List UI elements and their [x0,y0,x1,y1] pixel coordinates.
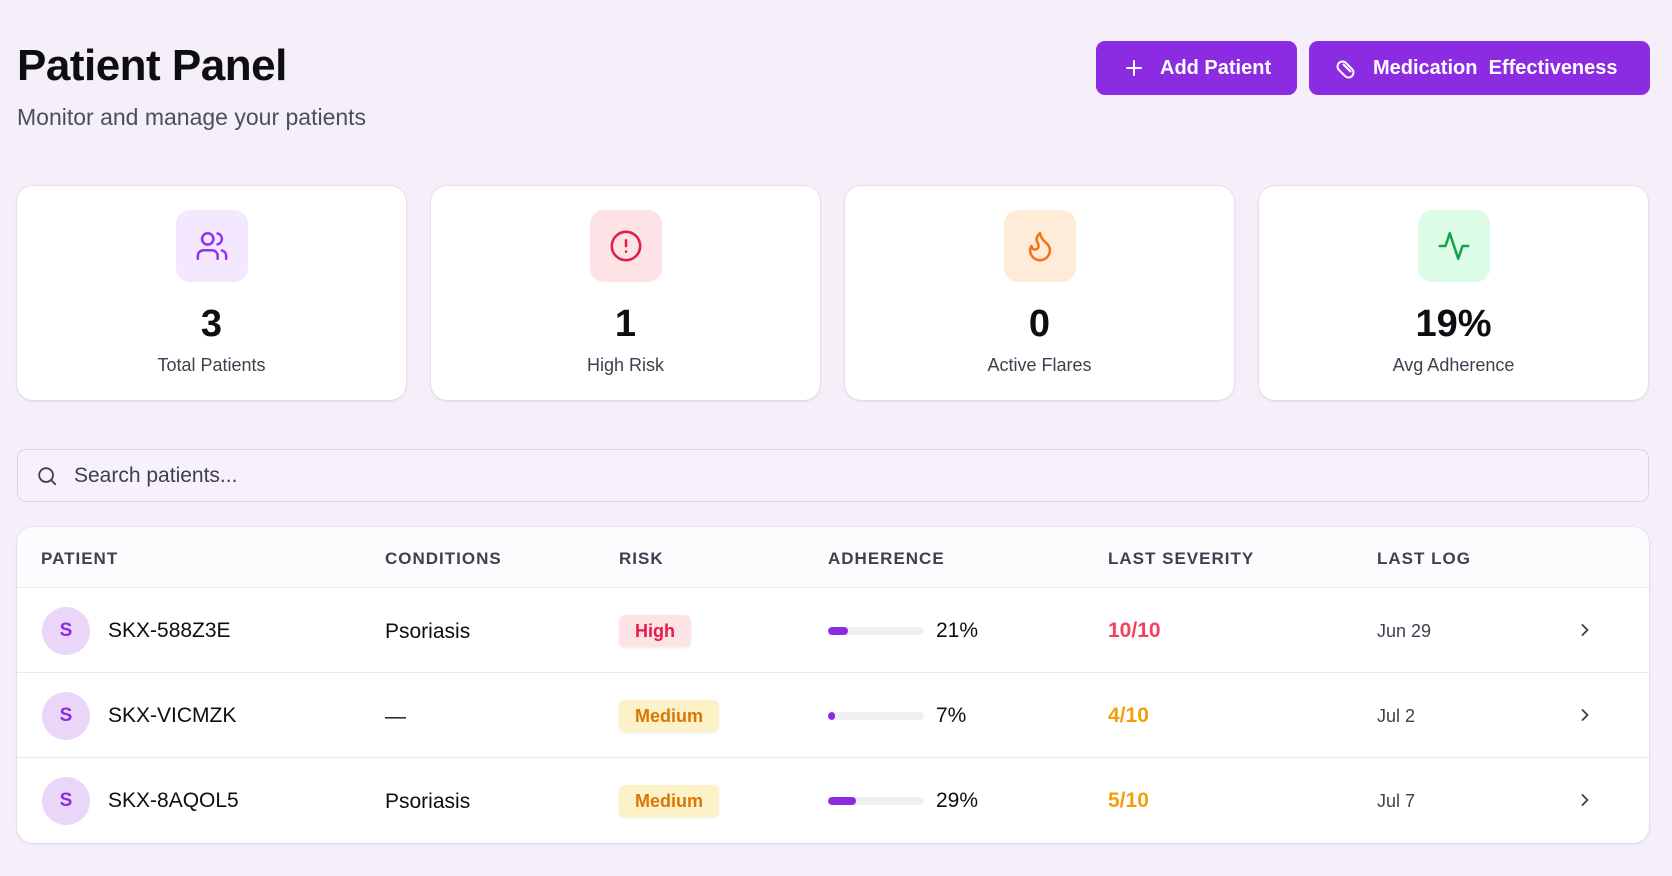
table-row[interactable]: S SKX-588Z3E Psoriasis High 21% 10/10 Ju… [17,588,1649,673]
stat-card-total-patients: 3 Total Patients [17,186,406,400]
search-bar [17,449,1649,502]
adherence-percent: 21% [936,619,979,642]
adherence-bar [828,712,924,720]
risk-badge: Medium [619,700,720,732]
patient-id: SKX-588Z3E [108,619,231,642]
activity-icon [1417,210,1490,282]
adherence-bar [828,797,924,805]
adherence-bar-fill [828,712,835,720]
chevron-right-icon[interactable] [1575,790,1595,810]
table-row[interactable]: S SKX-VICMZK — Medium 7% 4/10 Jul 2 [17,673,1649,758]
patient-condition: Psoriasis [385,790,471,813]
stat-label: Total Patients [157,355,266,375]
stats-row: 3 Total Patients 1 High Risk 0 Active Fl… [17,186,1648,400]
patients-table: PATIENT CONDITIONS RISK ADHERENCE LAST S… [17,527,1649,843]
stat-value: 0 [1028,303,1051,345]
avatar: S [42,777,90,825]
stat-value: 1 [614,303,637,345]
last-log-date: Jun 29 [1377,621,1432,641]
column-header-risk: RISK [619,549,664,568]
last-severity: 4/10 [1108,704,1149,727]
chevron-right-icon[interactable] [1575,705,1595,725]
column-header-last-severity: LAST SEVERITY [1108,549,1255,568]
last-severity: 5/10 [1108,789,1149,812]
chevron-right-icon[interactable] [1575,620,1595,640]
last-log-date: Jul 2 [1377,706,1416,726]
adherence-percent: 7% [936,704,967,727]
patient-id: SKX-8AQOL5 [108,789,239,812]
column-header-patient: PATIENT [41,549,119,568]
page-subtitle: Monitor and manage your patients [17,104,367,130]
stat-label: High Risk [586,355,665,375]
adherence-percent: 29% [936,789,979,812]
stat-card-active-flares: 0 Active Flares [845,186,1234,400]
stat-label: Avg Adherence [1392,355,1515,375]
stat-label: Active Flares [987,355,1092,375]
stat-card-avg-adherence: 19% Avg Adherence [1259,186,1648,400]
avatar: S [42,692,90,740]
page-header: Patient Panel Monitor and manage your pa… [17,40,366,131]
flame-icon [1003,210,1076,282]
avatar: S [42,607,90,655]
alert-circle-icon [589,210,662,282]
patient-condition: — [385,705,406,728]
add-patient-button[interactable]: Add Patient [1096,41,1297,95]
header-actions: Add Patient Medication Effectiveness [1096,41,1650,95]
search-input[interactable] [74,463,1574,488]
patient-id: SKX-VICMZK [108,704,237,727]
stat-value: 19% [1415,303,1492,345]
stat-value: 3 [200,303,223,345]
adherence-bar-fill [828,797,856,805]
adherence-bar-fill [828,627,849,635]
patient-condition: Psoriasis [385,620,471,643]
risk-badge: High [619,615,691,647]
plus-icon [1122,56,1146,80]
table-header: PATIENT CONDITIONS RISK ADHERENCE LAST S… [17,527,1649,588]
pill-icon [1335,56,1359,80]
page-title: Patient Panel [17,41,287,90]
column-header-last-log: LAST LOG [1377,549,1471,568]
search-icon [36,465,58,487]
column-header-adherence: ADHERENCE [828,549,945,568]
table-row[interactable]: S SKX-8AQOL5 Psoriasis Medium 29% 5/10 J… [17,758,1649,843]
users-icon [175,210,248,282]
last-severity: 10/10 [1108,619,1161,642]
medication-effectiveness-button[interactable]: Medication Effectiveness [1309,41,1650,95]
stat-card-high-risk: 1 High Risk [431,186,820,400]
add-patient-label: Add Patient [1160,56,1272,79]
medication-effectiveness-label: Medication Effectiveness [1373,56,1618,79]
adherence-bar [828,627,924,635]
risk-badge: Medium [619,785,720,817]
column-header-conditions: CONDITIONS [385,549,502,568]
last-log-date: Jul 7 [1377,791,1416,811]
